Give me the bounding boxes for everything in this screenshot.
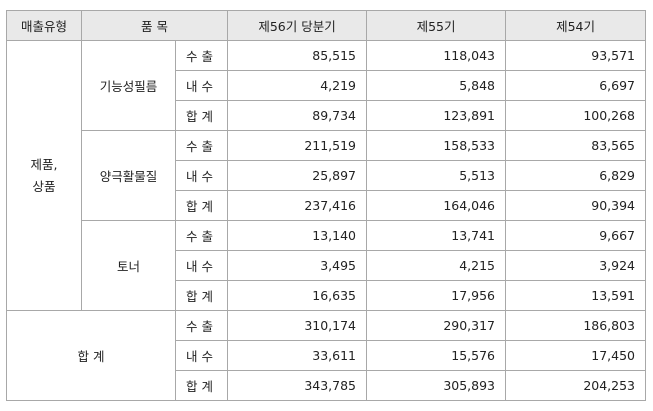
row-kind: 내 수 [174,160,229,191]
sales-category-cell: 제품, 상품 [6,40,82,311]
row-kind: 내 수 [174,340,229,371]
row-kind: 수 출 [174,220,229,251]
table-row: 내 수 33,611 15,576 17,450 [7,340,647,371]
value-p54: 93,571 [505,40,647,71]
value-p55: 305,893 [366,370,507,401]
table-row: 합 계 343,785 305,893 204,253 [7,370,647,401]
value-p55: 17,956 [366,280,507,311]
table-row: 토너 수 출 13,140 13,741 9,667 [7,220,647,311]
row-kind: 수 출 [174,40,229,71]
value-p55: 164,046 [366,190,507,221]
sales-category-line-1: 제품, [30,156,58,172]
value-p56: 89,734 [227,100,368,131]
header-sales-type: 매출유형 [6,10,82,41]
table-row: 내 수 4,219 5,848 6,697 [7,70,647,101]
value-p54: 186,803 [505,310,647,341]
value-p54: 3,924 [505,250,647,281]
table-row: 합 계 237,416 164,046 90,394 [7,190,647,221]
row-kind: 수 출 [174,130,229,161]
value-p55: 158,533 [366,130,507,161]
row-kind: 합 계 [174,370,229,401]
table-row: 양극활물질 수 출 211,519 158,533 83,565 [7,130,647,221]
row-kind: 합 계 [174,280,229,311]
value-p54: 204,253 [505,370,647,401]
value-p55: 290,317 [366,310,507,341]
value-p56: 13,140 [227,220,368,251]
value-p55: 4,215 [366,250,507,281]
value-p54: 6,697 [505,70,647,101]
table-row: 내 수 25,897 5,513 6,829 [7,160,647,191]
value-p54: 83,565 [505,130,647,161]
value-p56: 4,219 [227,70,368,101]
header-row: 매출유형 품 목 제56기 당분기 제55기 제54기 [6,10,647,41]
value-p55: 13,741 [366,220,507,251]
value-p56: 237,416 [227,190,368,221]
row-kind: 내 수 [174,250,229,281]
value-p56: 85,515 [227,40,368,71]
product-group-name: 기능성필름 [81,40,176,131]
value-p56: 33,611 [227,340,368,371]
value-p54: 9,667 [505,220,647,251]
header-period-56: 제56기 당분기 [227,10,368,41]
product-group-name: 토너 [81,220,176,311]
value-p55: 15,576 [366,340,507,371]
sales-table: 매출유형 품 목 제56기 당분기 제55기 제54기 제품, 상품 기능성필름… [6,10,647,401]
row-kind: 합 계 [174,190,229,221]
row-kind: 합 계 [174,100,229,131]
value-p56: 343,785 [227,370,368,401]
value-p56: 3,495 [227,250,368,281]
value-p54: 6,829 [505,160,647,191]
table-row: 내 수 3,495 4,215 3,924 [7,250,647,281]
value-p56: 211,519 [227,130,368,161]
value-p54: 100,268 [505,100,647,131]
value-p55: 5,848 [366,70,507,101]
header-period-54: 제54기 [505,10,647,41]
value-p55: 118,043 [366,40,507,71]
table-row: 합 계 수 출 310,174 290,317 186,803 [6,310,647,401]
row-kind: 내 수 [174,70,229,101]
value-p56: 25,897 [227,160,368,191]
value-p56: 16,635 [227,280,368,311]
table-row: 합 계 16,635 17,956 13,591 [7,280,647,311]
value-p54: 17,450 [505,340,647,371]
value-p55: 5,513 [366,160,507,191]
value-p54: 90,394 [505,190,647,221]
header-item: 품 목 [80,10,229,41]
value-p54: 13,591 [505,280,647,311]
value-p56: 310,174 [227,310,368,341]
value-p55: 123,891 [366,100,507,131]
grand-total-label: 합 계 [6,310,176,401]
table-row: 합 계 89,734 123,891 100,268 [7,100,647,131]
table-row: 제품, 상품 기능성필름 수 출 85,515 118,043 93,571 [6,40,647,311]
sales-category-line-2: 상품 [32,178,56,194]
product-group-name: 양극활물질 [81,130,176,221]
header-period-55: 제55기 [366,10,507,41]
row-kind: 수 출 [174,310,229,341]
